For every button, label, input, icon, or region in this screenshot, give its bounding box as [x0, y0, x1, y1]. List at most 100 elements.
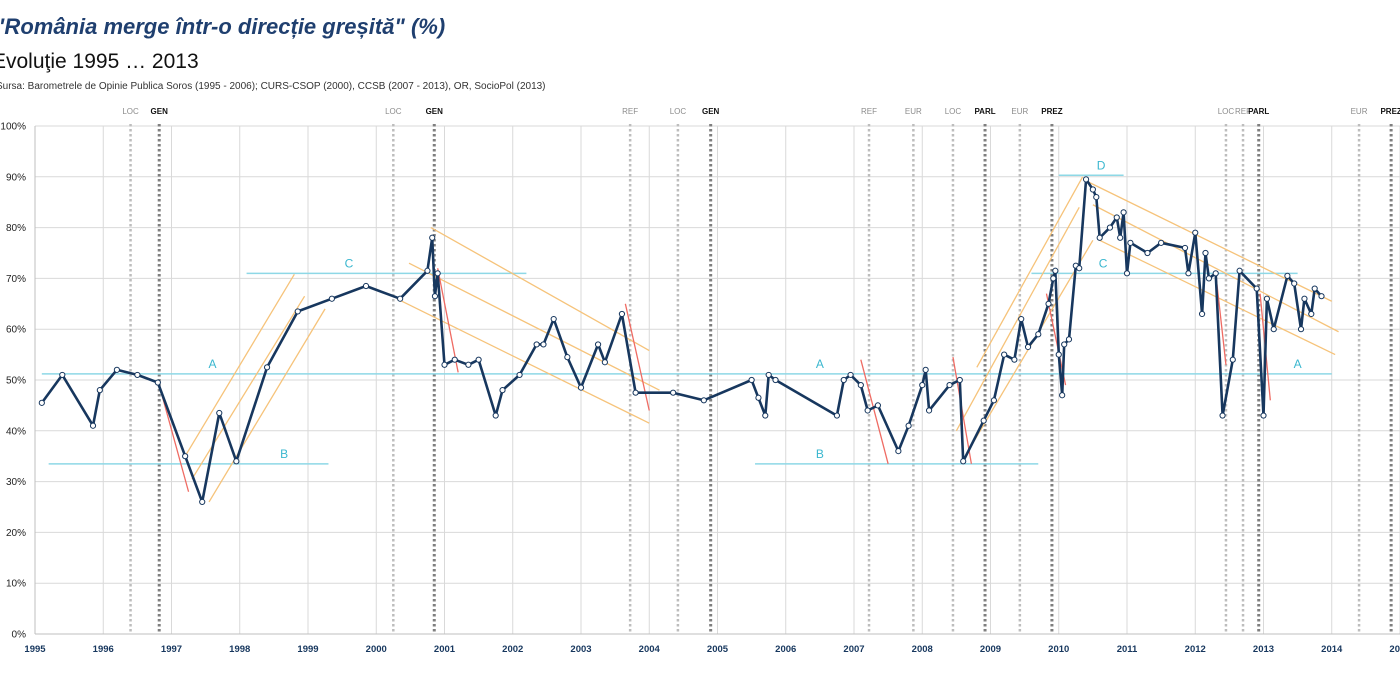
trend-channel-line — [408, 262, 660, 391]
reference-label: A — [1294, 357, 1302, 371]
data-point — [601, 359, 608, 366]
data-point — [1117, 234, 1124, 241]
y-tick-label: 80% — [6, 223, 26, 234]
data-point — [540, 341, 547, 348]
data-point — [564, 354, 571, 361]
data-point — [925, 407, 933, 414]
event-label: REF — [1235, 107, 1251, 116]
grid-lines — [34, 125, 1400, 635]
data-point — [1291, 280, 1298, 287]
reference-label: A — [208, 357, 216, 371]
reference-label: C — [345, 256, 354, 270]
data-point — [1123, 270, 1131, 277]
data-point — [362, 282, 370, 290]
data-point — [1113, 214, 1120, 221]
data-point — [328, 295, 335, 302]
data-point — [990, 397, 998, 404]
y-tick-label: 30% — [6, 477, 26, 488]
data-point — [1219, 412, 1226, 419]
data-point — [748, 376, 755, 384]
data-point — [397, 295, 404, 302]
data-point — [233, 458, 240, 465]
x-tick-label: 2003 — [570, 644, 591, 655]
data-point — [1035, 331, 1042, 338]
data-point — [424, 267, 431, 274]
data-point — [670, 389, 677, 396]
trend-channel-line — [955, 206, 1080, 432]
data-point — [492, 412, 499, 419]
trend-channel-line — [191, 295, 306, 480]
data-point — [533, 341, 540, 348]
y-tick-label: 0% — [12, 630, 27, 641]
x-tick-label: 2001 — [434, 644, 456, 655]
event-label: LOC — [122, 107, 139, 116]
x-tick-label: 1995 — [24, 644, 46, 655]
reference-lines: A A A B B C C D — [41, 158, 1332, 465]
data-point — [700, 397, 707, 404]
data-point — [113, 366, 121, 373]
x-tick-label: 1998 — [229, 644, 250, 655]
data-point — [946, 381, 953, 389]
reference-label: A — [816, 357, 824, 371]
trend-break-line — [860, 359, 889, 464]
data-point — [1144, 249, 1151, 257]
x-tick-label: 2012 — [1185, 644, 1206, 655]
event-label: REF — [861, 107, 877, 116]
data-point — [1181, 244, 1189, 252]
data-point — [89, 422, 97, 429]
x-tick-label: 2005 — [707, 644, 729, 655]
data-point — [857, 381, 864, 389]
data-point — [1202, 249, 1209, 257]
chart-title: "România merge într-o direcție greșită" … — [0, 14, 446, 39]
data-series — [38, 176, 1325, 506]
data-point — [1052, 267, 1059, 274]
trend-channel-line — [430, 227, 650, 352]
data-point — [895, 448, 902, 455]
data-point — [1120, 209, 1127, 216]
event-markers: LOC GEN LOC GEN REF LOC GEN REF EUR LOC PARL EUR PRE… — [122, 107, 1400, 634]
event-label: PREZ — [1380, 107, 1400, 116]
y-tick-label: 40% — [6, 426, 26, 437]
event-label: EUR — [905, 107, 922, 116]
data-point — [1018, 315, 1025, 323]
data-point — [960, 458, 967, 465]
trend-break-line — [437, 268, 459, 373]
series-line — [40, 178, 1323, 504]
data-point — [1192, 229, 1199, 236]
event-label: REF — [622, 107, 638, 116]
data-point — [1082, 176, 1090, 183]
data-point — [762, 412, 769, 419]
data-point — [840, 376, 847, 384]
data-point — [1185, 270, 1192, 277]
data-point — [429, 234, 436, 241]
x-tick-label: 1999 — [297, 644, 318, 655]
y-tick-label: 90% — [6, 172, 26, 183]
x-tick-label: 1996 — [93, 644, 114, 655]
data-point — [38, 399, 45, 406]
data-point — [1055, 351, 1062, 358]
x-tick-label: 2015 — [1389, 644, 1400, 655]
y-tick-label: 20% — [6, 528, 26, 539]
data-point — [1270, 326, 1277, 333]
axis-labels: 0% 10% 20% 30% 40% 50% 60% 70% 80% 90% 100% 1995 199… — [0, 122, 1400, 656]
trend-channel-line — [184, 274, 295, 457]
data-point — [1229, 356, 1236, 363]
data-point — [874, 402, 881, 409]
data-point — [919, 381, 926, 389]
data-point — [441, 361, 448, 368]
data-point — [1106, 224, 1114, 231]
reference-label: B — [280, 447, 288, 461]
x-tick-label: 2000 — [366, 644, 387, 655]
chart-subtitle: Evoluţie 1995 … 2013 — [0, 50, 199, 73]
trend-channel-line — [208, 308, 326, 503]
data-point — [516, 371, 523, 379]
trend-channel-line — [396, 298, 650, 424]
event-label: LOC — [945, 107, 962, 116]
data-point — [216, 409, 223, 417]
data-point — [1284, 272, 1291, 279]
y-tick-label: 50% — [6, 376, 26, 387]
event-label: PARL — [974, 107, 995, 116]
data-point — [594, 341, 602, 348]
reference-label: B — [816, 447, 824, 461]
data-point — [1061, 341, 1068, 348]
